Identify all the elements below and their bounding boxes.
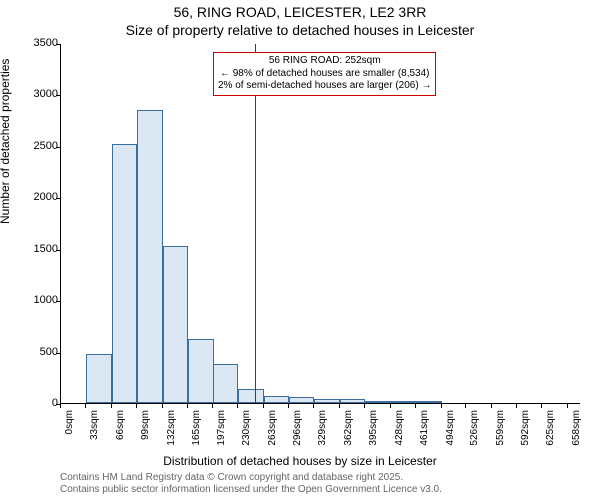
annotation-line2: ← 98% of detached houses are smaller (8,… — [218, 68, 431, 81]
plot-area — [60, 44, 580, 404]
x-tick-mark — [313, 404, 314, 408]
x-tick-label: 197sqm — [216, 410, 227, 454]
x-tick-label: 625sqm — [545, 410, 556, 454]
x-tick-label: 395sqm — [368, 410, 379, 454]
histogram-bar — [416, 401, 441, 403]
x-tick-label: 165sqm — [191, 410, 202, 454]
histogram-bar — [264, 396, 289, 403]
y-tick-mark — [56, 147, 60, 148]
histogram-bar — [137, 110, 162, 403]
y-tick-label: 3000 — [18, 88, 58, 100]
x-tick-mark — [364, 404, 365, 408]
x-tick-mark — [136, 404, 137, 408]
x-tick-mark — [162, 404, 163, 408]
x-tick-label: 428sqm — [394, 410, 405, 454]
x-axis-label: Distribution of detached houses by size … — [0, 454, 600, 468]
y-tick-mark — [56, 95, 60, 96]
x-tick-label: 296sqm — [292, 410, 303, 454]
histogram-bar — [213, 364, 238, 403]
y-axis-label: Number of detached properties — [0, 59, 12, 224]
histogram-bar — [391, 401, 416, 403]
x-tick-mark — [390, 404, 391, 408]
x-tick-mark — [263, 404, 264, 408]
x-tick-label: 230sqm — [241, 410, 252, 454]
y-tick-label: 0 — [18, 397, 58, 409]
x-tick-label: 99sqm — [140, 410, 151, 454]
x-tick-label: 461sqm — [419, 410, 430, 454]
x-tick-mark — [288, 404, 289, 408]
y-tick-label: 500 — [18, 346, 58, 358]
annotation-box: 56 RING ROAD: 252sqm← 98% of detached ho… — [213, 52, 436, 96]
x-tick-mark — [415, 404, 416, 408]
x-tick-mark — [541, 404, 542, 408]
x-tick-label: 658sqm — [571, 410, 582, 454]
y-tick-mark — [56, 353, 60, 354]
x-tick-mark — [85, 404, 86, 408]
x-tick-label: 33sqm — [89, 410, 100, 454]
histogram-bar — [340, 399, 365, 403]
x-tick-label: 362sqm — [343, 410, 354, 454]
footer-line1: Contains HM Land Registry data © Crown c… — [60, 472, 403, 483]
histogram-bar — [112, 144, 137, 403]
histogram-bar — [314, 399, 339, 403]
x-tick-mark — [441, 404, 442, 408]
annotation-line3: 2% of semi-detached houses are larger (2… — [218, 80, 431, 93]
x-tick-label: 559sqm — [495, 410, 506, 454]
annotation-line1: 56 RING ROAD: 252sqm — [218, 55, 431, 68]
x-tick-mark — [567, 404, 568, 408]
y-tick-label: 2000 — [18, 191, 58, 203]
x-tick-label: 66sqm — [115, 410, 126, 454]
x-tick-label: 132sqm — [166, 410, 177, 454]
y-tick-mark — [56, 44, 60, 45]
y-tick-mark — [56, 198, 60, 199]
histogram-bar — [238, 389, 263, 403]
histogram-bar — [163, 246, 188, 403]
histogram-bar — [289, 397, 314, 403]
y-tick-label: 2500 — [18, 140, 58, 152]
x-tick-label: 263sqm — [267, 410, 278, 454]
histogram-bar — [188, 339, 213, 403]
x-tick-mark — [187, 404, 188, 408]
y-tick-label: 3500 — [18, 37, 58, 49]
y-tick-mark — [56, 301, 60, 302]
x-tick-label: 494sqm — [445, 410, 456, 454]
x-tick-mark — [339, 404, 340, 408]
x-tick-mark — [465, 404, 466, 408]
y-tick-label: 1500 — [18, 243, 58, 255]
histogram-bar — [365, 401, 390, 403]
x-tick-mark — [237, 404, 238, 408]
x-tick-mark — [516, 404, 517, 408]
histogram-bar — [86, 354, 111, 403]
x-tick-mark — [212, 404, 213, 408]
x-tick-label: 0sqm — [64, 410, 75, 454]
x-tick-mark — [491, 404, 492, 408]
footer-line2: Contains public sector information licen… — [60, 484, 442, 495]
y-tick-mark — [56, 250, 60, 251]
marker-line — [255, 44, 256, 403]
x-tick-mark — [60, 404, 61, 408]
x-tick-label: 329sqm — [317, 410, 328, 454]
y-tick-label: 1000 — [18, 294, 58, 306]
chart-title-line2: Size of property relative to detached ho… — [0, 22, 600, 38]
x-tick-label: 592sqm — [520, 410, 531, 454]
x-tick-label: 526sqm — [469, 410, 480, 454]
x-tick-mark — [111, 404, 112, 408]
chart-title-line1: 56, RING ROAD, LEICESTER, LE2 3RR — [0, 4, 600, 20]
